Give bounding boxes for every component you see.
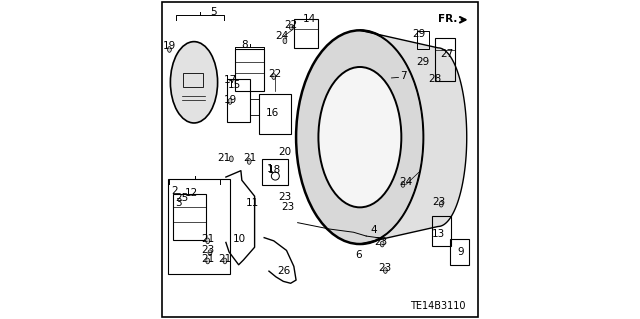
Text: 19: 19 [163,41,176,51]
Text: 1: 1 [268,164,274,174]
Text: 29: 29 [412,29,426,40]
Text: FR.: FR. [438,13,457,24]
Ellipse shape [208,250,212,256]
Ellipse shape [272,74,276,79]
Text: 26: 26 [277,265,291,276]
Ellipse shape [168,47,172,52]
Text: 21: 21 [217,153,230,163]
Ellipse shape [289,24,293,30]
Text: 10: 10 [233,234,246,244]
Text: 20: 20 [278,147,291,158]
Text: 19: 19 [224,94,237,105]
Bar [184,73,203,87]
Ellipse shape [319,67,401,207]
Bar [235,49,264,91]
Bar [227,79,250,122]
Ellipse shape [401,182,405,187]
Text: 11: 11 [246,197,259,208]
Ellipse shape [223,258,227,264]
Text: 18: 18 [268,165,282,175]
Ellipse shape [228,99,232,104]
Text: 23: 23 [432,197,445,207]
Text: 14: 14 [303,13,316,24]
Text: 12: 12 [185,188,198,198]
Text: 5: 5 [210,7,216,17]
Bar [168,179,230,274]
Text: TE14B3110: TE14B3110 [410,300,466,311]
Text: 22: 22 [269,69,282,79]
Text: 15: 15 [228,80,241,91]
Bar [417,31,429,49]
Text: 23: 23 [374,237,387,247]
Ellipse shape [247,159,251,164]
Text: 7: 7 [400,71,407,81]
Ellipse shape [283,38,287,44]
Text: 3: 3 [175,197,181,208]
Bar [262,159,288,185]
Text: 29: 29 [416,57,429,67]
Text: 23: 23 [201,245,214,256]
Bar [435,38,454,81]
Text: 9: 9 [458,247,464,257]
Ellipse shape [383,268,387,273]
Text: 21: 21 [243,153,257,163]
Ellipse shape [206,238,210,244]
Text: 13: 13 [432,229,445,240]
Text: 17: 17 [223,75,237,85]
Ellipse shape [229,156,233,162]
Text: 23: 23 [278,192,292,202]
Ellipse shape [439,201,443,207]
Text: 28: 28 [428,74,442,84]
Text: 25: 25 [175,193,189,203]
Bar [294,19,318,48]
Bar [432,216,451,246]
Text: 24: 24 [275,31,289,41]
Polygon shape [360,30,467,244]
Text: 2: 2 [172,186,178,196]
Bar [259,94,291,134]
Text: 22: 22 [284,20,297,30]
Text: 6: 6 [355,250,362,260]
Text: 24: 24 [399,177,413,188]
Ellipse shape [170,42,218,123]
Text: 16: 16 [266,108,279,118]
Bar [450,239,468,265]
Text: 21: 21 [201,234,214,244]
Ellipse shape [296,30,424,244]
Bar [173,194,206,240]
Ellipse shape [380,241,384,247]
Text: 23: 23 [282,202,295,212]
Ellipse shape [206,258,210,264]
Text: 4: 4 [371,225,378,235]
Text: 21: 21 [218,254,232,264]
Text: 23: 23 [378,263,391,273]
Text: 8: 8 [241,40,248,50]
Text: 21: 21 [201,254,214,264]
Text: 27: 27 [440,48,453,59]
